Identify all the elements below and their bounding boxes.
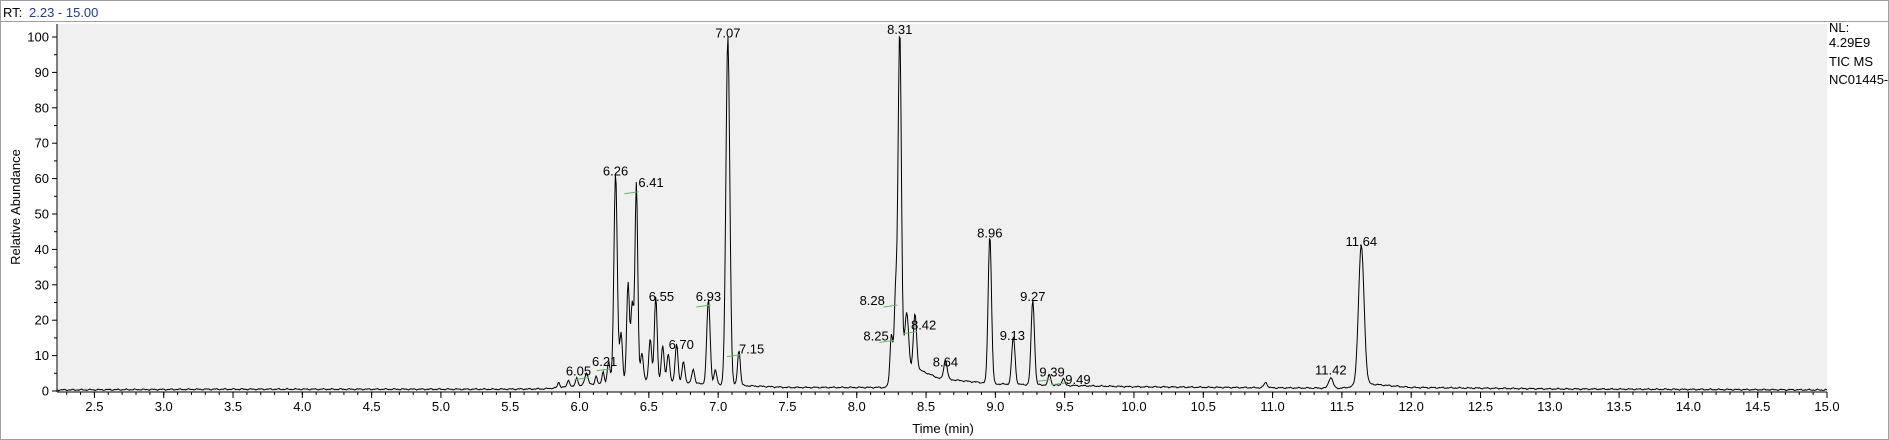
x-tick-label: 14.5 <box>1745 399 1770 414</box>
y-tick-label: 40 <box>35 242 49 257</box>
x-tick-label: 13.0 <box>1537 399 1562 414</box>
x-tick-label: 9.0 <box>986 399 1004 414</box>
x-tick-label: 3.0 <box>155 399 173 414</box>
peak-label: 6.21 <box>592 354 617 369</box>
peak-label: 6.41 <box>638 175 663 190</box>
peak-marker <box>1037 378 1052 382</box>
rt-label: RT: <box>3 5 22 20</box>
rt-range-value: 2.23 - 15.00 <box>29 5 98 20</box>
y-tick-label: 0 <box>42 384 49 399</box>
y-tick-label: 20 <box>35 313 49 328</box>
x-tick-label: 9.5 <box>1056 399 1074 414</box>
peak-label: 9.49 <box>1065 372 1090 387</box>
y-tick-label: 70 <box>35 136 49 151</box>
peak-marker <box>879 339 894 343</box>
peak-label: 8.31 <box>887 22 912 37</box>
x-tick-label: 6.5 <box>640 399 658 414</box>
peak-marker <box>596 368 611 372</box>
y-axis-title: Relative Abundance <box>8 149 23 265</box>
peak-label: 9.27 <box>1020 289 1045 304</box>
peak-marker <box>726 354 742 358</box>
y-tick-label: 80 <box>35 100 49 115</box>
peak-marker <box>574 377 589 381</box>
trace-layer <box>56 35 1828 392</box>
peak-label: 8.64 <box>933 355 958 370</box>
peak-marker <box>902 331 918 335</box>
peak-label: 6.05 <box>566 364 591 379</box>
x-tick-label: 3.5 <box>224 399 242 414</box>
peak-marker <box>883 304 898 308</box>
x-tick-label: 11.5 <box>1330 399 1354 414</box>
file-name: NC01445- <box>1829 72 1888 87</box>
peak-label: 8.96 <box>977 225 1002 240</box>
x-tick-label: 10.0 <box>1121 399 1146 414</box>
peak-label: 11.64 <box>1345 234 1377 249</box>
x-tick-label: 6.0 <box>571 399 589 414</box>
x-tick-label: 4.0 <box>293 399 311 414</box>
x-tick-label: 2.5 <box>85 399 103 414</box>
peak-label: 8.28 <box>860 293 885 308</box>
x-tick-label: 12.0 <box>1399 399 1424 414</box>
peak-label: 9.13 <box>1000 328 1025 343</box>
tic-trace <box>56 35 1828 392</box>
x-tick-label: 7.0 <box>709 399 727 414</box>
peak-label: 9.39 <box>1039 364 1064 379</box>
x-tick-label: 7.5 <box>778 399 796 414</box>
axes-layer: 0 10 20 30 40 50 60 70 80 90 100 2.5 3.0 3.5 4.0 4.5 5.0… <box>27 24 1840 414</box>
nl-label: NL: <box>1829 20 1849 35</box>
peak-label: 8.42 <box>911 318 936 333</box>
x-tick-label: 13.5 <box>1606 399 1631 414</box>
x-tick-label: 15.0 <box>1814 399 1839 414</box>
peak-label: 7.07 <box>715 25 740 40</box>
x-tick-label: 8.5 <box>917 399 935 414</box>
x-tick-label: 4.5 <box>363 399 381 414</box>
y-tick-label: 30 <box>35 277 49 292</box>
peak-label: 6.26 <box>603 163 628 178</box>
x-tick-label: 11.0 <box>1260 399 1284 414</box>
scan-type: TIC MS <box>1829 54 1873 69</box>
peak-label-layer: 6.056.21 6.26 6.41 6.55 6.70 6.93 7.07 7.15 8.25… <box>566 22 1377 387</box>
x-tick-label: 14.0 <box>1676 399 1701 414</box>
nl-value: 4.29E9 <box>1829 35 1870 50</box>
peak-label: 6.55 <box>649 289 674 304</box>
x-tick-label: 5.0 <box>432 399 450 414</box>
peak-label: 6.70 <box>669 337 694 352</box>
x-tick-label: 8.0 <box>848 399 866 414</box>
y-tick-label: 100 <box>27 30 49 45</box>
y-tick-label: 50 <box>35 207 49 222</box>
peak-marker <box>1051 382 1066 386</box>
x-tick-label: 10.5 <box>1191 399 1216 414</box>
plot-area <box>57 24 1827 392</box>
x-tick-label: 5.5 <box>501 399 519 414</box>
peak-marker <box>624 191 639 195</box>
peak-label: 7.15 <box>739 342 764 357</box>
peak-marker <box>696 304 711 308</box>
y-tick-label: 60 <box>35 171 49 186</box>
peak-label: 11.42 <box>1315 362 1347 377</box>
y-tick-label: 10 <box>35 348 49 363</box>
x-tick-label: 12.5 <box>1468 399 1493 414</box>
x-axis-title: Time (min) <box>912 421 974 436</box>
y-tick-label: 90 <box>35 65 49 80</box>
peak-label: 6.93 <box>696 289 721 304</box>
peak-label: 8.25 <box>863 328 888 343</box>
